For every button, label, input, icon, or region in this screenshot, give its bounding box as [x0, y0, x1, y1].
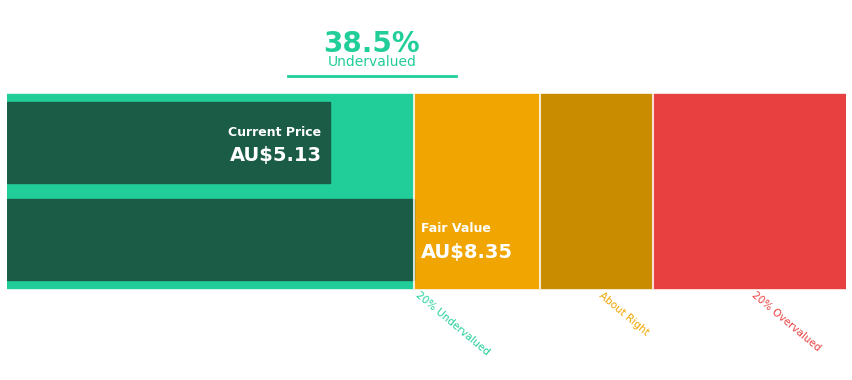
- Text: About Right: About Right: [596, 290, 650, 337]
- Text: AU$5.13: AU$5.13: [229, 146, 321, 165]
- Bar: [653, 94, 845, 288]
- Text: Current Price: Current Price: [228, 126, 321, 139]
- Text: 20% Overvalued: 20% Overvalued: [749, 290, 821, 353]
- Bar: [7, 199, 413, 280]
- Text: 20% Undervalued: 20% Undervalued: [413, 290, 491, 357]
- Text: AU$8.35: AU$8.35: [420, 242, 512, 261]
- Bar: [7, 94, 413, 288]
- Bar: [7, 103, 330, 183]
- Text: 38.5%: 38.5%: [323, 30, 420, 58]
- Bar: [413, 94, 539, 288]
- Text: Fair Value: Fair Value: [420, 223, 490, 236]
- Bar: [539, 94, 653, 288]
- Text: Undervalued: Undervalued: [327, 55, 416, 69]
